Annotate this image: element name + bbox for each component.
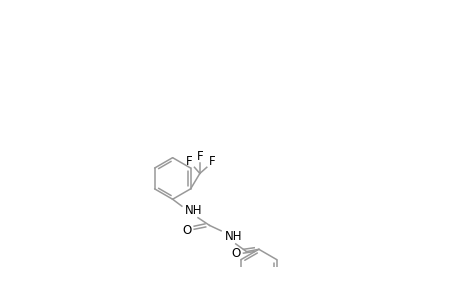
Text: F: F [196,150,203,163]
Text: F: F [185,154,192,168]
Text: O: O [230,248,240,260]
Text: NH: NH [185,203,202,217]
Text: NH: NH [224,230,242,243]
Text: O: O [182,224,191,237]
Text: F: F [208,154,215,168]
